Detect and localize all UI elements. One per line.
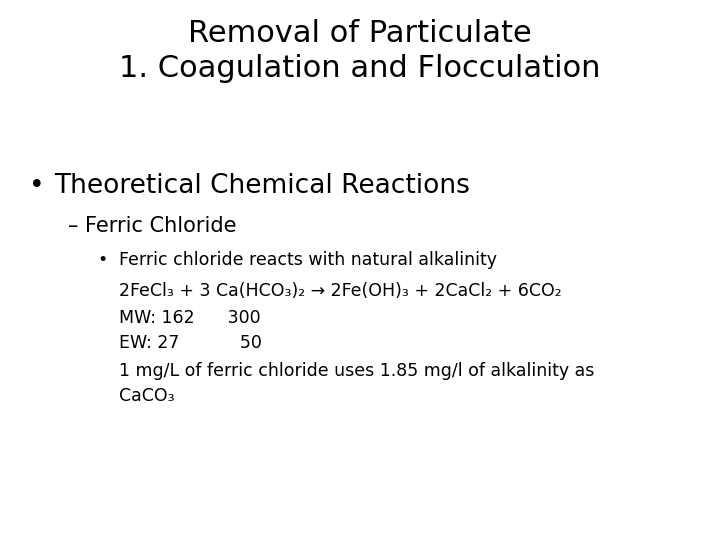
Text: Theoretical Chemical Reactions: Theoretical Chemical Reactions [54,173,470,199]
Text: •: • [29,173,45,199]
Text: CaCO₃: CaCO₃ [119,387,174,405]
Text: 2FeCl₃ + 3 Ca(HCO₃)₂ → 2Fe(OH)₃ + 2CaCl₂ + 6CO₂: 2FeCl₃ + 3 Ca(HCO₃)₂ → 2Fe(OH)₃ + 2CaCl₂… [119,282,562,300]
Text: Removal of Particulate
1. Coagulation and Flocculation: Removal of Particulate 1. Coagulation an… [120,19,600,83]
Text: MW: 162      300: MW: 162 300 [119,309,261,327]
Text: Ferric chloride reacts with natural alkalinity: Ferric chloride reacts with natural alka… [119,251,497,269]
Text: 1 mg/L of ferric chloride uses 1.85 mg/l of alkalinity as: 1 mg/L of ferric chloride uses 1.85 mg/l… [119,362,594,380]
Text: •: • [97,251,107,269]
Text: – Ferric Chloride: – Ferric Chloride [68,216,237,236]
Text: EW: 27           50: EW: 27 50 [119,334,261,352]
